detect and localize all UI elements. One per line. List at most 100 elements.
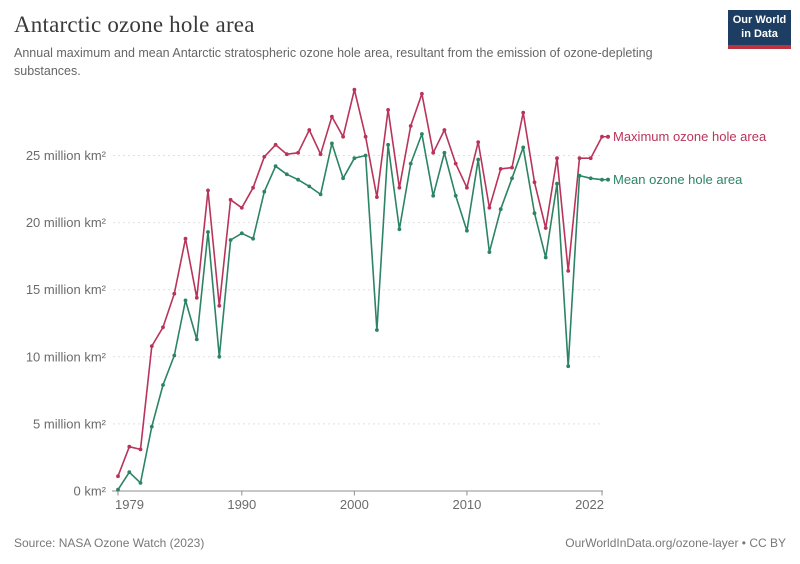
data-point-mean[interactable] bbox=[273, 164, 278, 169]
data-point-mean[interactable] bbox=[296, 177, 300, 182]
data-point-maximum[interactable] bbox=[262, 154, 267, 159]
data-point-maximum[interactable] bbox=[273, 142, 278, 147]
data-point-mean[interactable] bbox=[487, 250, 492, 255]
data-point-maximum[interactable] bbox=[217, 303, 222, 308]
series-label-maximum[interactable]: Maximum ozone hole area bbox=[613, 129, 767, 144]
owid-logo[interactable]: Our World in Data bbox=[728, 10, 791, 49]
data-point-mean[interactable] bbox=[521, 145, 526, 150]
data-point-mean[interactable] bbox=[307, 184, 312, 189]
series-line-maximum[interactable] bbox=[117, 88, 603, 478]
x-tick-label: 1990 bbox=[227, 497, 256, 512]
data-point-maximum[interactable] bbox=[420, 91, 424, 96]
y-tick-label: 10 million km² bbox=[26, 349, 107, 364]
data-point-mean[interactable] bbox=[408, 161, 413, 166]
data-point-maximum[interactable] bbox=[251, 185, 256, 190]
data-point-mean[interactable] bbox=[453, 193, 458, 198]
data-point-maximum[interactable] bbox=[318, 152, 323, 157]
data-point-mean[interactable] bbox=[510, 176, 514, 181]
data-point-maximum[interactable] bbox=[138, 447, 143, 452]
data-point-maximum[interactable] bbox=[284, 152, 289, 157]
y-tick-label: 0 km² bbox=[74, 484, 107, 499]
data-point-mean[interactable] bbox=[228, 238, 233, 242]
data-point-maximum[interactable] bbox=[397, 185, 402, 190]
data-point-mean[interactable] bbox=[363, 153, 368, 158]
data-point-mean[interactable] bbox=[577, 173, 582, 178]
data-point-maximum[interactable] bbox=[386, 108, 390, 112]
data-point-mean[interactable] bbox=[420, 132, 424, 136]
data-point-maximum[interactable] bbox=[296, 150, 300, 155]
y-tick-label: 20 million km² bbox=[26, 215, 107, 230]
data-point-mean[interactable] bbox=[206, 230, 210, 234]
data-point-mean[interactable] bbox=[555, 181, 559, 186]
data-point-maximum[interactable] bbox=[442, 128, 447, 132]
data-point-maximum[interactable] bbox=[239, 205, 244, 210]
data-point-maximum[interactable] bbox=[161, 325, 165, 330]
data-point-mean[interactable] bbox=[138, 481, 143, 485]
data-point-mean[interactable] bbox=[543, 255, 548, 260]
data-point-maximum[interactable] bbox=[352, 87, 357, 92]
data-point-maximum[interactable] bbox=[172, 291, 177, 296]
license-note[interactable]: OurWorldInData.org/ozone-layer • CC BY bbox=[565, 536, 786, 550]
data-point-mean[interactable] bbox=[330, 141, 334, 146]
data-point-mean[interactable] bbox=[127, 470, 132, 475]
data-point-mean[interactable] bbox=[386, 142, 390, 147]
data-point-maximum[interactable] bbox=[194, 295, 199, 300]
series-label-mean[interactable]: Mean ozone hole area bbox=[613, 172, 743, 187]
data-point-maximum[interactable] bbox=[566, 269, 571, 273]
data-point-maximum[interactable] bbox=[453, 161, 458, 166]
data-point-mean[interactable] bbox=[183, 298, 188, 303]
data-point-mean[interactable] bbox=[239, 231, 244, 236]
data-point-mean[interactable] bbox=[532, 211, 537, 216]
data-point-maximum[interactable] bbox=[149, 344, 154, 348]
data-point-maximum[interactable] bbox=[206, 188, 210, 193]
data-point-mean[interactable] bbox=[566, 364, 571, 369]
x-tick-label: 2010 bbox=[452, 497, 481, 512]
data-point-maximum[interactable] bbox=[510, 165, 514, 170]
data-point-maximum[interactable] bbox=[588, 156, 593, 161]
data-point-mean[interactable] bbox=[318, 192, 323, 197]
data-point-mean[interactable] bbox=[431, 193, 436, 198]
data-point-mean[interactable] bbox=[161, 383, 165, 387]
chart-subtitle: Annual maximum and mean Antarctic strato… bbox=[14, 46, 653, 79]
data-point-mean[interactable] bbox=[498, 207, 503, 212]
data-point-maximum[interactable] bbox=[476, 140, 481, 145]
data-point-maximum[interactable] bbox=[532, 180, 537, 185]
data-point-mean[interactable] bbox=[149, 424, 154, 429]
data-point-maximum[interactable] bbox=[307, 128, 312, 132]
data-point-mean[interactable] bbox=[397, 227, 402, 232]
legend-dot-maximum bbox=[606, 134, 610, 139]
data-point-maximum[interactable] bbox=[555, 156, 559, 161]
data-point-maximum[interactable] bbox=[330, 114, 334, 119]
data-point-mean[interactable] bbox=[284, 172, 289, 177]
data-point-maximum[interactable] bbox=[487, 205, 492, 210]
data-point-mean[interactable] bbox=[375, 328, 379, 332]
data-point-mean[interactable] bbox=[341, 176, 345, 181]
data-point-maximum[interactable] bbox=[228, 197, 233, 202]
data-point-maximum[interactable] bbox=[577, 156, 582, 161]
data-point-mean[interactable] bbox=[116, 487, 120, 492]
data-point-mean[interactable] bbox=[442, 150, 447, 155]
data-point-mean[interactable] bbox=[588, 176, 593, 181]
data-point-maximum[interactable] bbox=[363, 134, 368, 139]
data-point-maximum[interactable] bbox=[116, 474, 120, 479]
data-point-mean[interactable] bbox=[465, 228, 469, 233]
data-point-maximum[interactable] bbox=[127, 444, 132, 449]
data-point-maximum[interactable] bbox=[521, 110, 526, 115]
data-point-mean[interactable] bbox=[194, 337, 199, 342]
data-point-maximum[interactable] bbox=[341, 134, 345, 139]
data-point-mean[interactable] bbox=[476, 157, 481, 162]
data-point-mean[interactable] bbox=[352, 156, 357, 161]
data-point-mean[interactable] bbox=[172, 353, 177, 358]
data-point-mean[interactable] bbox=[262, 189, 267, 194]
data-point-maximum[interactable] bbox=[375, 195, 379, 200]
data-point-mean[interactable] bbox=[251, 236, 256, 241]
data-point-maximum[interactable] bbox=[465, 185, 469, 190]
series-line-mean[interactable] bbox=[117, 133, 603, 491]
data-point-maximum[interactable] bbox=[183, 236, 188, 241]
data-point-maximum[interactable] bbox=[543, 226, 548, 230]
data-point-maximum[interactable] bbox=[408, 124, 413, 128]
data-point-mean[interactable] bbox=[217, 354, 222, 359]
data-point-maximum[interactable] bbox=[498, 167, 503, 171]
data-point-maximum[interactable] bbox=[431, 150, 436, 155]
